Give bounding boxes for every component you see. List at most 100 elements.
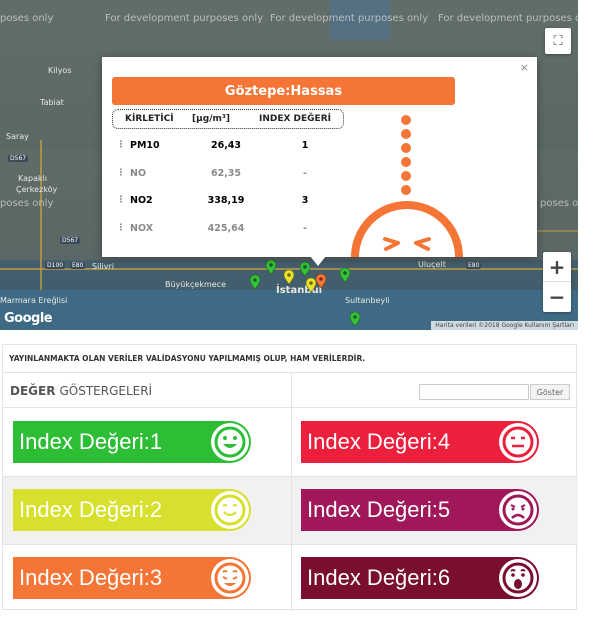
index-label: Index Değeri:4 [307,429,451,454]
station-marker-green[interactable] [300,262,310,276]
station-marker-yellow[interactable] [306,278,316,292]
pollutant-name: NO2 [130,194,153,206]
map-watermark: For development purposes only [270,13,429,24]
place-label: Tabiat [40,98,64,107]
pollutant-row: ⋮ NO2 338,19 3 [112,190,352,210]
road-badge: E80 [466,262,482,269]
road-badge: D567 [8,155,29,162]
station-marker-orange[interactable] [316,274,326,288]
place-label: İstanbul [276,285,323,296]
link-icon: ⋮ [116,223,126,233]
index-legend-table: DEĞER GÖSTERGELERİ Göster Index Değeri:1… [2,372,578,611]
index-label: Index Değeri:5 [307,497,451,522]
map-watermark: poses only [540,198,578,209]
pollutant-row: ⋮ NOX 425,64 - [112,218,352,238]
road-badge: D100 [45,262,66,269]
station-title: Göztepe:Hassas [112,77,455,105]
map-highway [0,268,578,270]
legend-header: DEĞER GÖSTERGELERİ Göster [3,373,578,408]
sad-face-icon [499,491,537,529]
place-label: Kilyos [48,66,72,75]
station-marker-yellow[interactable] [284,270,294,284]
map-watermark: poses only [0,13,54,24]
row-divider [3,544,578,545]
dot-indicator [401,115,411,199]
pollutant-name: NOX [130,222,154,234]
pollutant-name: PM10 [130,139,160,151]
place-label: Sultanbeyli [345,296,390,305]
worried-face-icon [351,201,463,257]
pollutant-index: - [303,222,307,234]
station-marker-green[interactable] [250,275,260,289]
station-marker-green[interactable] [350,312,360,326]
close-icon[interactable]: × [519,61,529,74]
road-badge: E80 [70,262,86,269]
worried-face-icon [211,559,249,597]
pollutant-index: - [303,167,307,179]
map-attribution[interactable]: Harita verileri ©2018 Google Kullanım Şa… [431,321,578,330]
pollutant-index: 1 [301,139,309,151]
station-info-popup: × Göztepe:Hassas KİRLETİCİ [µg/m³] INDEX… [102,57,537,257]
happy-face-icon [211,423,249,461]
place-label: Marmara Ereğlisi [0,296,68,305]
header-index: INDEX DEĞERİ [258,114,331,124]
index-label: Index Değeri:6 [307,565,451,590]
index-badge-2: Index Değeri:2 [13,489,251,531]
map-watermark: For development purposes only [438,13,578,24]
place-label: Silivri [92,262,114,271]
legend-title: DEĞER GÖSTERGELERİ [10,373,152,408]
pollutant-name: NO [130,167,147,179]
index-badge-5: Index Değeri:5 [301,489,539,531]
pollutant-value: 338,19 [207,194,245,206]
place-label: Uluçelt [418,260,446,269]
map-black-sea [330,0,390,40]
pollutant-index: 3 [301,194,309,206]
index-badge-1: Index Değeri:1 [13,421,251,463]
show-button[interactable]: Göster [530,384,570,400]
neutral-face-icon [499,423,537,461]
column-divider [291,373,292,611]
index-badge-4: Index Değeri:4 [301,421,539,463]
place-label: Çerkezköy [16,185,58,194]
smile-face-icon [211,491,249,529]
link-icon: ⋮ [116,140,126,150]
pollutant-table-header: KİRLETİCİ [µg/m³] INDEX DEĞERİ [112,109,344,129]
header-unit: [µg/m³] [192,114,230,124]
index-label: Index Değeri:2 [19,497,163,522]
zoom-in-button[interactable]: + [543,252,571,282]
link-icon: ⋮ [116,168,126,178]
index-badge-6: Index Değeri:6 [301,557,539,599]
map-watermark: For development purposes only [105,13,264,24]
google-logo[interactable]: Google [4,311,53,326]
legend-title-bold: DEĞER [10,383,56,398]
road-badge: D567 [60,237,81,244]
station-marker-green[interactable] [266,260,276,274]
map-road [40,140,42,290]
search-input[interactable] [419,384,529,400]
legend-title-rest: GÖSTERGELERİ [59,383,153,398]
place-label: Saray [6,132,29,141]
data-notice: YAYINLANMAKTA OLAN VERİLER VALİDASYONU Y… [2,344,577,372]
index-label: Index Değeri:1 [19,429,163,454]
pollutant-row: ⋮ NO 62,35 - [112,163,352,183]
zoom-out-button[interactable]: − [548,285,566,309]
pollutant-row: ⋮ PM10 26,43 1 [112,135,352,155]
place-label: Büyükçekmece [165,280,226,289]
pollutant-value: 425,64 [207,222,245,234]
air-quality-map[interactable]: poses only For development purposes only… [0,0,578,330]
station-marker-green[interactable] [340,268,350,282]
link-icon: ⋮ [116,195,126,205]
map-watermark: poses only [0,198,54,209]
fullscreen-icon[interactable]: ⛶ [545,28,571,54]
shocked-face-icon [499,559,537,597]
popup-pointer [310,256,326,266]
index-badge-3: Index Değeri:3 [13,557,251,599]
pollutant-value: 62,35 [210,167,242,179]
row-divider [3,476,578,477]
pollutant-value: 26,43 [210,139,242,151]
place-label: Kapaklı [18,174,48,183]
header-pollutant: KİRLETİCİ [125,114,174,124]
zoom-control: + − [543,252,571,312]
index-label: Index Değeri:3 [19,565,163,590]
